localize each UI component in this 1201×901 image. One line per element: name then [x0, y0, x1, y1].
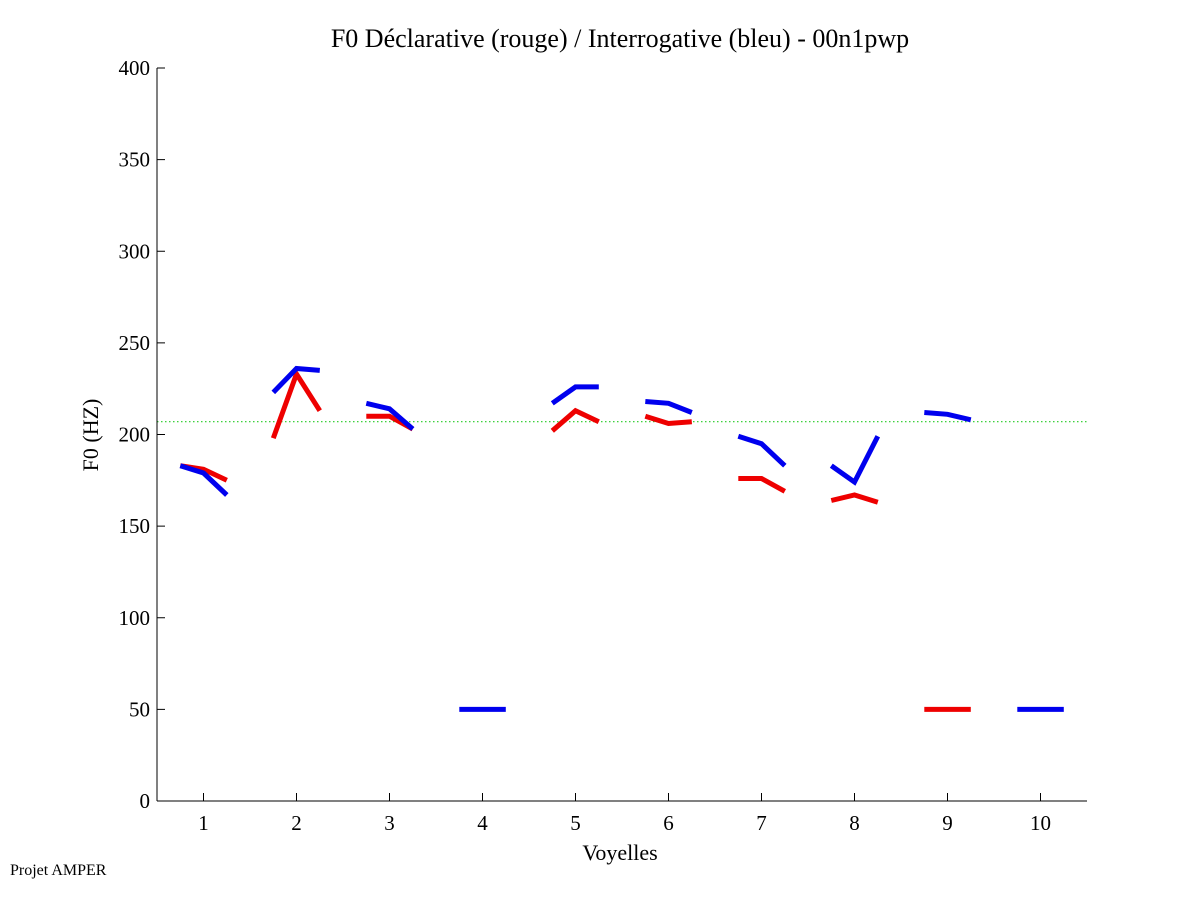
series-segment	[550, 407, 600, 433]
y-tick-label: 350	[119, 148, 151, 172]
y-tick-label: 50	[129, 697, 150, 721]
x-tick-label: 8	[849, 811, 860, 835]
x-ticks: 1 2 3 4 5 6 7 8 9 10	[198, 793, 1051, 835]
series-segment	[179, 463, 229, 497]
series-segment	[924, 410, 972, 423]
series-segment	[737, 433, 787, 468]
x-tick-label: 5	[570, 811, 581, 835]
x-tick-label: 10	[1030, 811, 1051, 835]
series-segment	[829, 435, 881, 486]
y-tick-label: 200	[119, 423, 151, 447]
series-segment	[270, 368, 322, 440]
series-segment	[550, 384, 599, 406]
x-tick-label: 9	[942, 811, 953, 835]
series-segment	[830, 492, 879, 505]
x-tick-label: 4	[477, 811, 488, 835]
y-tick-label: 250	[119, 331, 151, 355]
x-tick-label: 7	[756, 811, 767, 835]
series-segment	[645, 399, 693, 415]
series-segment	[738, 476, 787, 494]
footer-credit: Projet AMPER	[10, 862, 107, 879]
series-layer	[179, 365, 1064, 712]
y-tick-label: 400	[119, 56, 151, 80]
chart-title: F0 Déclarative (rouge) / Interrogative (…	[331, 24, 909, 53]
x-tick-label: 6	[663, 811, 674, 835]
x-tick-label: 1	[198, 811, 209, 835]
x-tick-label: 2	[291, 811, 302, 835]
y-tick-label: 0	[140, 789, 151, 813]
y-axis-label: F0 (HZ)	[78, 399, 103, 472]
series-interrogative	[179, 365, 1064, 712]
series-segment	[271, 365, 321, 395]
series-segment	[644, 413, 692, 427]
y-tick-label: 100	[119, 606, 151, 630]
y-ticks: 0 50 100 150 200 250 300 350 400	[119, 56, 165, 813]
y-tick-label: 300	[119, 239, 151, 263]
x-tick-label: 3	[384, 811, 395, 835]
y-tick-label: 150	[119, 514, 151, 538]
plot-area	[157, 68, 1087, 801]
series-segment	[365, 400, 415, 431]
x-axis-label: Voyelles	[582, 840, 657, 865]
